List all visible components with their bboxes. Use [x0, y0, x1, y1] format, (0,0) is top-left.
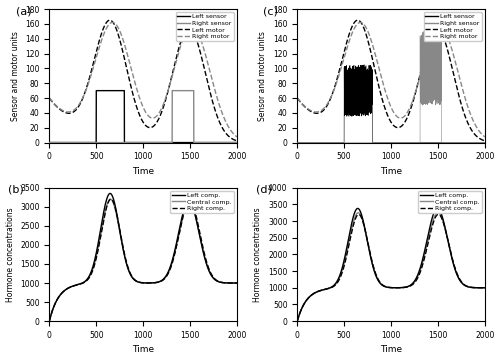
Text: (d): (d)	[256, 185, 272, 195]
X-axis label: Time: Time	[132, 346, 154, 355]
Text: (b): (b)	[8, 185, 24, 195]
X-axis label: Time: Time	[380, 167, 402, 176]
Text: (c): (c)	[264, 6, 278, 17]
Legend: Left sensor, Right sensor, Left motor, Right motor: Left sensor, Right sensor, Left motor, R…	[424, 12, 482, 41]
X-axis label: Time: Time	[132, 167, 154, 176]
Y-axis label: Sensor and motor units: Sensor and motor units	[258, 31, 268, 121]
X-axis label: Time: Time	[380, 346, 402, 355]
Y-axis label: Hormone concentrations: Hormone concentrations	[254, 207, 262, 302]
Legend: Left comp., Central comp., Right comp.: Left comp., Central comp., Right comp.	[170, 191, 234, 213]
Y-axis label: Sensor and motor units: Sensor and motor units	[10, 31, 20, 121]
Y-axis label: Hormone concentrations: Hormone concentrations	[6, 207, 15, 302]
Text: (a): (a)	[16, 6, 31, 17]
Legend: Left comp., Central comp., Right comp.: Left comp., Central comp., Right comp.	[418, 191, 482, 213]
Legend: Left sensor, Right sensor, Left motor, Right motor: Left sensor, Right sensor, Left motor, R…	[176, 12, 234, 41]
